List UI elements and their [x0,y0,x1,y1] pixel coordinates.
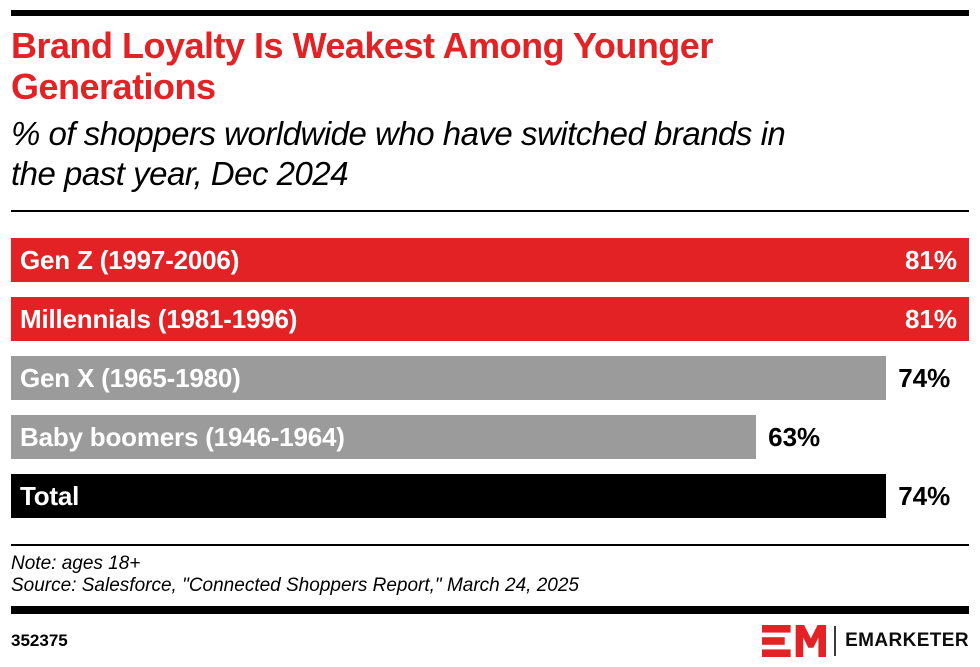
chart-title: Brand Loyalty Is Weakest Among Younger G… [11,25,969,107]
brand-name: EMARKETER [845,630,969,651]
top-rule [11,10,969,16]
source-text: Source: Salesforce, "Connected Shoppers … [11,575,579,596]
bar: Gen X (1965-1980) [11,356,887,400]
chart-title-line2: Generations [11,66,216,107]
chart-subtitle-line2: the past year, Dec 2024 [11,155,349,192]
bar-category-label: Gen Z (1997-2006) [20,244,240,275]
header-divider [11,210,969,212]
chart-title-line1: Brand Loyalty Is Weakest Among Younger [11,25,713,66]
chart-subtitle: % of shoppers worldwide who have switche… [11,114,969,194]
bar-row: Gen Z (1997-2006) 81% [11,238,969,282]
bar-row: Millennials (1981-1996) 81% [11,297,969,341]
logo-divider [834,626,837,656]
bar-category-label: Baby boomers (1946-1964) [20,421,345,452]
bar-value-label: 74% [898,362,951,393]
bar: Gen Z (1997-2006) 81% [11,238,969,282]
bar: Baby boomers (1946-1964) [11,415,757,459]
em-monogram-icon [762,625,827,657]
bottom-rule [11,606,969,614]
bar-row: Total 74% [11,474,969,518]
bar: Millennials (1981-1996) 81% [11,297,969,341]
emarketer-logo: EMARKETER [762,624,969,658]
note-text: Note: ages 18+ [11,553,141,574]
bar-value-label: 63% [768,421,821,452]
bar-value-label: 81% [904,303,957,334]
bar-category-label: Total [20,480,80,511]
footnote-divider [11,544,969,546]
footer: 352375 EMARKETER [11,622,969,660]
bar-category-label: Gen X (1965-1980) [20,362,241,393]
bar-value-label: 74% [898,480,951,511]
chart-id: 352375 [11,631,68,650]
chart-subtitle-line1: % of shoppers worldwide who have switche… [11,115,786,152]
footnote: Note: ages 18+ Source: Salesforce, "Conn… [11,553,969,597]
bar-row: Baby boomers (1946-1964) 63% [11,415,969,459]
bar-chart: Gen Z (1997-2006) 81% Millennials (1981-19… [11,238,969,518]
bar: Total [11,474,887,518]
page-container: Brand Loyalty Is Weakest Among Younger G… [0,10,980,667]
bar-value-label: 81% [904,244,957,275]
bar-row: Gen X (1965-1980) 74% [11,356,969,400]
bar-category-label: Millennials (1981-1996) [20,303,298,334]
